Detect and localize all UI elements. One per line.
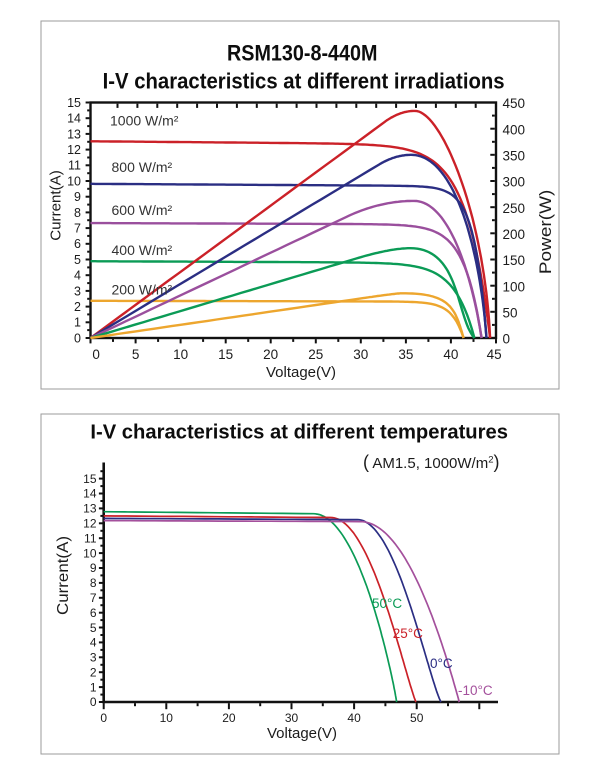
- svg-text:Voltage(V): Voltage(V): [266, 364, 336, 381]
- svg-text:9: 9: [90, 561, 97, 575]
- svg-text:10: 10: [160, 711, 174, 725]
- svg-text:8: 8: [90, 576, 97, 590]
- svg-text:Current(A): Current(A): [55, 536, 72, 615]
- svg-text:13: 13: [83, 502, 97, 516]
- svg-text:8: 8: [74, 206, 81, 220]
- svg-text:400: 400: [503, 122, 526, 137]
- svg-text:14: 14: [67, 112, 81, 126]
- svg-text:RSM130-8-440M: RSM130-8-440M: [227, 41, 378, 66]
- svg-text:30: 30: [285, 711, 299, 725]
- svg-text:1000 W/m²: 1000 W/m²: [110, 112, 179, 128]
- svg-text:12: 12: [67, 143, 81, 157]
- svg-text:0: 0: [503, 332, 511, 347]
- svg-text:800 W/m²: 800 W/m²: [112, 159, 173, 175]
- svg-text:15: 15: [218, 347, 233, 362]
- svg-text:150: 150: [503, 253, 526, 268]
- svg-text:200 W/m²: 200 W/m²: [112, 282, 173, 298]
- svg-text:1: 1: [74, 316, 81, 330]
- svg-text:4: 4: [74, 269, 81, 283]
- svg-text:11: 11: [68, 159, 81, 173]
- svg-text:400 W/m²: 400 W/m²: [112, 242, 173, 258]
- svg-text:15: 15: [67, 96, 81, 110]
- svg-text:0: 0: [100, 711, 107, 725]
- svg-text:200: 200: [503, 227, 526, 242]
- svg-text:6: 6: [90, 606, 97, 620]
- svg-text:7: 7: [90, 591, 97, 605]
- svg-text:I-V characteristics at differe: I-V characteristics at different tempera…: [90, 422, 508, 444]
- svg-text:Power(W): Power(W): [537, 190, 555, 275]
- svg-text:5: 5: [90, 621, 97, 635]
- svg-text:100: 100: [503, 279, 526, 294]
- svg-text:2: 2: [74, 300, 81, 314]
- svg-text:350: 350: [503, 148, 526, 163]
- svg-text:2: 2: [90, 665, 97, 679]
- svg-text:1: 1: [90, 680, 97, 694]
- svg-text:4: 4: [90, 636, 97, 650]
- svg-text:5: 5: [74, 253, 81, 267]
- svg-text:10: 10: [173, 347, 188, 362]
- svg-text:50°C: 50°C: [372, 596, 402, 611]
- svg-text:15: 15: [83, 472, 97, 486]
- svg-text:40: 40: [443, 347, 458, 362]
- svg-text:7: 7: [74, 222, 81, 236]
- svg-text:11: 11: [84, 531, 97, 545]
- svg-text:0: 0: [92, 347, 100, 362]
- svg-text:25: 25: [308, 347, 323, 362]
- svg-text:50: 50: [503, 305, 518, 320]
- svg-text:5: 5: [132, 347, 140, 362]
- svg-text:13: 13: [67, 127, 81, 141]
- svg-text:450: 450: [503, 96, 526, 111]
- svg-text:30: 30: [353, 347, 368, 362]
- svg-text:3: 3: [90, 651, 97, 665]
- svg-text:40: 40: [347, 711, 361, 725]
- svg-text:0: 0: [90, 695, 97, 709]
- svg-text:10: 10: [83, 546, 97, 560]
- svg-text:45: 45: [487, 347, 502, 362]
- svg-text:250: 250: [503, 201, 526, 216]
- svg-text:12: 12: [83, 517, 97, 531]
- svg-text:14: 14: [83, 487, 97, 501]
- svg-text:300: 300: [503, 175, 526, 190]
- svg-text:-10°C: -10°C: [458, 683, 493, 698]
- svg-text:20: 20: [263, 347, 278, 362]
- svg-text:Current(A): Current(A): [48, 170, 65, 241]
- svg-text:50: 50: [410, 711, 424, 725]
- svg-text:20: 20: [222, 711, 236, 725]
- svg-text:600 W/m²: 600 W/m²: [112, 202, 173, 218]
- svg-text:10: 10: [67, 174, 81, 188]
- svg-text:9: 9: [74, 190, 81, 204]
- svg-text:Voltage(V): Voltage(V): [267, 725, 337, 742]
- svg-text:3: 3: [74, 284, 81, 298]
- svg-text:35: 35: [398, 347, 413, 362]
- svg-text:0°C: 0°C: [430, 656, 453, 671]
- svg-text:I-V characteristics at differe: I-V characteristics at different irradia…: [103, 69, 505, 94]
- svg-text:( AM1.5, 1000W/m2): ( AM1.5, 1000W/m2): [363, 452, 500, 472]
- svg-text:0: 0: [74, 331, 81, 345]
- svg-text:6: 6: [74, 237, 81, 251]
- svg-text:25°C: 25°C: [393, 626, 423, 641]
